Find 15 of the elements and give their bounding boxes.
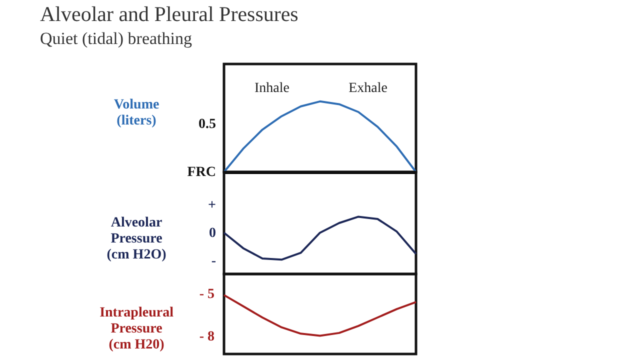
line-series [223,294,417,337]
y-tick-label: - 8 [199,329,214,344]
y-axis-title: Alveolar Pressure (cm H2O) [106,216,167,262]
chart-title: Alveolar and Pleural Pressures [40,2,298,27]
y-axis-title: Volume (liters) [114,98,160,128]
text: FRC [187,165,216,180]
text: + [208,198,216,213]
text: 0 [209,226,216,241]
y-axis-title: Intrapleural Pressure (cm H20) [100,306,174,352]
text: 0.5 [198,117,216,132]
chart-subtitle: Quiet (tidal) breathing [40,29,194,49]
text: - [211,254,216,269]
y-tick-label: - 5 [199,287,214,302]
text: Exhale [348,81,388,96]
text: Inhale [254,81,290,96]
